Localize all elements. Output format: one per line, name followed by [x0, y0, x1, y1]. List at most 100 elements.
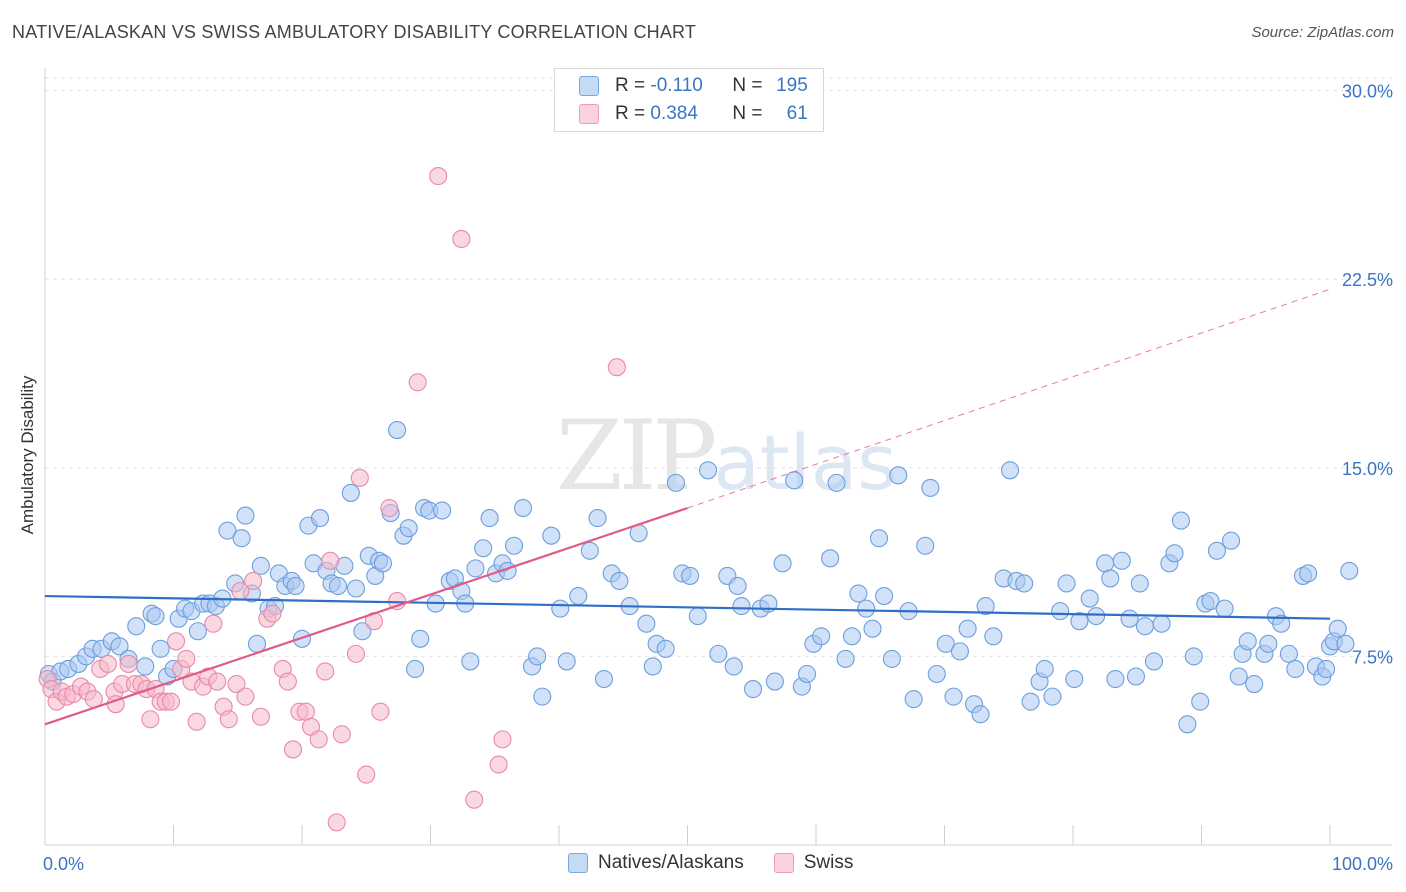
data-point: [594, 669, 614, 689]
data-points: [38, 167, 1359, 832]
data-point: [286, 576, 305, 596]
data-point: [219, 710, 238, 729]
data-point: [466, 559, 485, 578]
data-point: [765, 672, 784, 691]
data-point: [341, 483, 360, 502]
data-point: [127, 617, 146, 636]
data-point: [533, 687, 552, 706]
data-point: [177, 649, 196, 668]
data-point: [551, 599, 570, 618]
data-point: [1087, 607, 1106, 626]
data-point: [1065, 669, 1084, 689]
data-point: [218, 521, 237, 540]
y-tick-label: 15.0%: [1342, 459, 1393, 479]
data-point: [119, 654, 138, 673]
legend-n-value: 195: [776, 75, 808, 96]
data-point: [309, 730, 328, 749]
data-point: [857, 599, 876, 618]
data-point: [411, 629, 430, 648]
data-point: [904, 690, 923, 709]
data-point: [688, 607, 707, 626]
series-legend: Natives/Alaskans Swiss: [568, 852, 883, 874]
data-point: [728, 576, 747, 596]
data-point: [227, 675, 246, 694]
data-point: [542, 526, 561, 545]
data-point: [1126, 667, 1146, 686]
data-point: [1051, 602, 1070, 621]
data-point: [1120, 609, 1139, 628]
data-point: [151, 639, 170, 658]
data-point: [1272, 614, 1291, 633]
data-point: [958, 619, 977, 638]
data-point: [408, 373, 427, 392]
data-point: [836, 649, 855, 668]
legend-r-label: R =: [615, 75, 646, 96]
data-point: [1021, 692, 1040, 711]
data-point: [461, 652, 480, 671]
data-point: [936, 634, 955, 653]
data-point: [1336, 634, 1355, 653]
data-point: [950, 642, 969, 661]
data-point: [1245, 675, 1264, 694]
data-point: [236, 687, 255, 706]
data-point: [849, 584, 868, 603]
series-legend-natives[interactable]: Natives/Alaskans: [568, 852, 744, 874]
data-point: [332, 725, 351, 744]
data-point: [709, 644, 728, 663]
data-point: [208, 672, 227, 691]
data-point: [406, 659, 425, 679]
data-point: [346, 579, 366, 598]
data-point: [1165, 544, 1184, 563]
legend-n-value: 61: [786, 103, 808, 124]
data-point: [637, 614, 656, 633]
data-point: [875, 586, 894, 606]
legend-r-value: -0.110: [650, 75, 703, 96]
watermark-zip: ZIP: [556, 400, 717, 512]
data-point: [1106, 669, 1125, 689]
x-tick-label: 0.0%: [43, 854, 84, 874]
data-point: [278, 672, 297, 691]
data-point: [1191, 692, 1210, 711]
data-point: [1317, 659, 1336, 679]
legend-swatch-swiss: [579, 104, 599, 124]
data-point: [976, 597, 995, 616]
watermark-atlas: atlas: [713, 418, 897, 507]
data-point: [1279, 644, 1298, 663]
data-point: [388, 421, 407, 440]
data-point: [927, 664, 946, 684]
data-point: [493, 730, 512, 749]
data-point: [1000, 461, 1020, 480]
data-point: [743, 680, 763, 699]
data-point: [1184, 647, 1203, 666]
data-point: [327, 813, 346, 832]
data-point: [588, 509, 607, 528]
series-legend-swiss[interactable]: Swiss: [773, 852, 853, 874]
data-point: [167, 632, 186, 651]
data-point: [842, 627, 862, 646]
data-point: [916, 536, 935, 555]
data-point: [1178, 715, 1197, 734]
data-point: [821, 549, 840, 568]
data-point: [785, 471, 804, 490]
data-point: [944, 687, 963, 706]
data-point: [371, 702, 390, 721]
data-point: [1130, 574, 1149, 593]
data-point: [513, 498, 533, 518]
data-point: [557, 652, 576, 671]
data-point: [161, 692, 180, 711]
data-point: [296, 702, 315, 721]
trend-line-swiss: [44, 506, 688, 726]
data-point: [433, 501, 452, 520]
chart-title: NATIVE/ALASKAN VS SWISS AMBULATORY DISAB…: [12, 22, 697, 42]
data-point: [1222, 531, 1241, 550]
data-point: [610, 571, 629, 591]
series-natives: [39, 421, 1359, 734]
data-point: [346, 644, 366, 663]
data-point: [1299, 564, 1318, 583]
series-swiss: [38, 167, 626, 832]
source-label: Source: ZipAtlas.com: [1251, 24, 1394, 41]
trend-line-swiss-extrapolated: [687, 288, 1331, 509]
data-point: [1259, 634, 1278, 653]
data-point: [1080, 589, 1099, 608]
